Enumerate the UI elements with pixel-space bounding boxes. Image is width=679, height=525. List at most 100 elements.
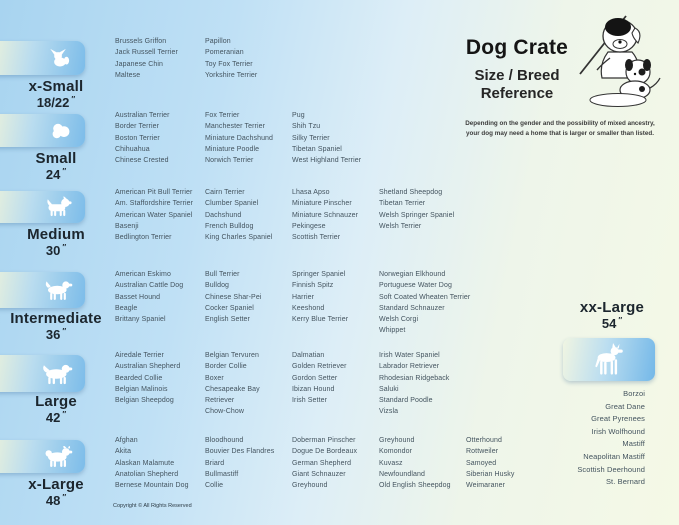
size-label-intermediate: Intermediate 36 ″ <box>0 311 112 341</box>
breed-name: Whippet <box>379 327 406 335</box>
breed-column: Norwegian Elkhound Portuguese Water Dog So… <box>379 269 471 337</box>
papillon-icon <box>50 48 70 67</box>
breed-group-medium: American Pit Bull Terrier Am. Staffordshi… <box>115 187 466 243</box>
breed-name: Afghan <box>115 437 138 444</box>
size-label-large: Large 42 ″ <box>0 394 112 424</box>
breed-column: Dalmatian Golden Retriever Gordon Setter Ib… <box>292 350 379 418</box>
breed-name: Manchester Terrier <box>205 123 266 131</box>
size-name: Large <box>35 393 77 410</box>
breed-name: Mastiff <box>622 439 645 449</box>
breed-name: German Shepherd <box>292 459 352 467</box>
size-box-x-large <box>0 440 85 473</box>
breed-name: Anatolian Shepherd <box>115 470 179 478</box>
akita-icon <box>45 445 73 467</box>
breed-name: French Bulldog <box>205 222 254 230</box>
copyright-text: Copyright © All Rights Reserved <box>113 503 192 509</box>
breed-name: Basset Hound <box>115 293 161 301</box>
breed-name: Scottish Deerhound <box>577 464 645 474</box>
breed-name: Bullmastiff <box>205 470 239 478</box>
breed-name: Belgian Tervuren <box>205 352 260 359</box>
breed-name: Welsh Corgi <box>379 316 419 324</box>
size-label-small: Small 24 ″ <box>0 151 112 181</box>
breed-name: Maltese <box>115 71 141 79</box>
breed-name: Chinese Shar-Pei <box>205 293 262 301</box>
breed-name: Borzoi <box>623 389 645 398</box>
breed-name: Boston Terrier <box>115 134 160 142</box>
breed-column: Lhasa Apso Miniature Pinscher Miniature Sc… <box>292 187 379 243</box>
breed-name: Chesapeake Bay Retriever <box>205 385 260 405</box>
shih-tzu-icon <box>52 123 70 138</box>
breed-group-large: Airedale Terrier Australian Shepherd Beard… <box>115 350 466 418</box>
breed-name: Akita <box>115 448 132 456</box>
breed-column: Greyhound Komondor Kuvasz Newfoundland Old E… <box>379 435 466 491</box>
breed-name: Weimaraner <box>466 482 505 490</box>
breed-group-small: Australian Terrier Border Terrier Boston T… <box>115 110 379 166</box>
breed-name: Chinese Crested <box>115 157 169 165</box>
breed-name: Miniature Dachshund <box>205 134 274 142</box>
breed-group-intermediate: American Eskimo Australian Cattle Dog Bass… <box>115 269 471 337</box>
breed-column: American Pit Bull Terrier Am. Staffordshi… <box>115 187 205 243</box>
breed-column: Fox Terrier Manchester Terrier Miniature D… <box>205 110 292 166</box>
breed-name: Belgian Sheepdog <box>115 397 174 405</box>
breed-name: Jack Russell Terrier <box>115 49 178 57</box>
breed-name: Tibetan Spaniel <box>292 145 342 153</box>
breed-name: Doberman Pinscher <box>292 437 356 444</box>
breed-column: Australian Terrier Border Terrier Boston T… <box>115 110 205 166</box>
breed-column: Brussels Griffon Jack Russell Terrier Japa… <box>115 36 205 81</box>
size-box-intermediate <box>0 272 85 308</box>
size-label-x-small: x-Small 18/22 ″ <box>0 79 112 109</box>
breed-name: Rhodesian Ridgeback <box>379 374 450 382</box>
breed-column: Pug Shih Tzu Silky Terrier Tibetan Spaniel W… <box>292 110 379 166</box>
breed-name: Old English Sheepdog <box>379 482 451 490</box>
breed-group-xx-large: Borzoi Great Dane Great Pyrenees Irish Wolf… <box>535 388 645 489</box>
breed-name: Norwegian Elkhound <box>379 271 446 278</box>
breed-name: Giant Schnauzer <box>292 470 346 478</box>
breed-column: Belgian Tervuren Border Collie Boxer Chesap… <box>205 350 292 418</box>
breed-name: Otterhound <box>466 437 503 444</box>
breed-name: Scottish Terrier <box>292 234 341 242</box>
breed-name: Belgian Malinois <box>115 385 168 393</box>
breed-name: Greyhound <box>379 437 415 444</box>
disclaimer-note: Depending on the gender and the possibil… <box>452 119 668 139</box>
breed-name: Norwich Terrier <box>205 157 254 165</box>
breed-name: Japanese Chin <box>115 60 163 68</box>
breed-name: Neapolitan Mastiff <box>583 451 645 461</box>
breed-name: Am. Staffordshire Terrier <box>115 200 194 208</box>
size-dimension: 18/22 ″ <box>36 94 76 110</box>
breed-name: Silky Terrier <box>292 134 330 142</box>
terrier-icon <box>47 196 72 217</box>
size-dimension: 36 ″ <box>45 326 67 342</box>
breed-name: Miniature Pinscher <box>292 200 352 208</box>
breed-name: Boxer <box>205 374 224 382</box>
breed-name: Border Terrier <box>115 123 160 131</box>
breed-name: Alaskan Malamute <box>115 459 175 467</box>
inch-mark: ″ <box>62 409 67 419</box>
header: Dog Crate Size / Breed Reference <box>448 36 586 102</box>
breed-group-x-large: Afghan Akita Alaskan Malamute Anatolian She… <box>115 435 553 491</box>
breed-name: Bloodhound <box>205 437 244 444</box>
breed-name: American Eskimo <box>115 271 171 278</box>
breed-name: Irish Setter <box>292 397 328 405</box>
breed-name: Labrador Retriever <box>379 363 440 371</box>
breed-name: Brittany Spaniel <box>115 316 166 324</box>
breed-name: West Highland Terrier <box>292 157 362 165</box>
size-box-small <box>0 114 85 147</box>
breed-column: Borzoi Great Dane Great Pyrenees Irish Wolf… <box>535 388 645 489</box>
breed-column: Papillon Pomeranian Toy Fox Terrier Yorkshi… <box>205 36 292 81</box>
size-name: Small <box>35 150 77 167</box>
breed-name: Pug <box>292 112 305 119</box>
breed-name: Dogue De Bordeaux <box>292 448 358 456</box>
breed-name: Clumber Spaniel <box>205 200 259 208</box>
great-dane-icon <box>595 342 623 375</box>
breed-name: Komondor <box>379 448 413 456</box>
size-box-xx-large <box>563 338 655 381</box>
breed-name: Harrier <box>292 293 315 301</box>
breed-name: Soft Coated Wheaten Terrier <box>379 293 471 301</box>
inch-mark: ″ <box>62 326 67 336</box>
breed-column: Doberman Pinscher Dogue De Bordeaux German… <box>292 435 379 491</box>
breed-name: Finnish Spitz <box>292 282 334 290</box>
breed-name: American Water Spaniel <box>115 211 193 219</box>
breed-name: Ibizan Hound <box>292 385 335 393</box>
size-dimension: 54 ″ <box>601 315 623 331</box>
